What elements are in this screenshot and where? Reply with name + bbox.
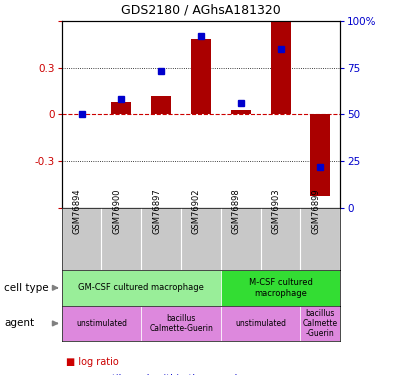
Bar: [310, 114, 330, 196]
Bar: [151, 96, 171, 114]
Bar: [141, 306, 221, 341]
Text: GSM76903: GSM76903: [271, 188, 281, 234]
Bar: [221, 270, 340, 306]
Text: unstimulated: unstimulated: [235, 319, 286, 328]
Text: ■ percentile rank within the sample: ■ percentile rank within the sample: [66, 374, 243, 375]
Text: M-CSF cultured
macrophage: M-CSF cultured macrophage: [249, 278, 312, 297]
Bar: [271, 18, 291, 114]
Text: GSM76902: GSM76902: [192, 189, 201, 234]
Bar: [62, 306, 141, 341]
Text: GSM76898: GSM76898: [232, 188, 241, 234]
Text: bacillus
Calmette-Guerin: bacillus Calmette-Guerin: [149, 314, 213, 333]
Bar: [221, 306, 300, 341]
Text: bacillus
Calmette
-Guerin: bacillus Calmette -Guerin: [303, 309, 338, 338]
Text: GSM76897: GSM76897: [152, 188, 161, 234]
Text: cell type: cell type: [4, 283, 49, 293]
Bar: [231, 110, 251, 114]
Text: ■ log ratio: ■ log ratio: [66, 357, 119, 367]
Text: GSM76899: GSM76899: [311, 188, 320, 234]
Text: agent: agent: [4, 318, 34, 328]
Text: GSM76894: GSM76894: [72, 188, 82, 234]
Title: GDS2180 / AGhsA181320: GDS2180 / AGhsA181320: [121, 4, 281, 16]
Bar: [300, 306, 340, 341]
Bar: [111, 102, 131, 114]
Bar: [62, 270, 221, 306]
Text: GM-CSF cultured macrophage: GM-CSF cultured macrophage: [78, 284, 204, 292]
Text: GSM76900: GSM76900: [112, 189, 121, 234]
Bar: [191, 39, 211, 114]
Text: unstimulated: unstimulated: [76, 319, 127, 328]
